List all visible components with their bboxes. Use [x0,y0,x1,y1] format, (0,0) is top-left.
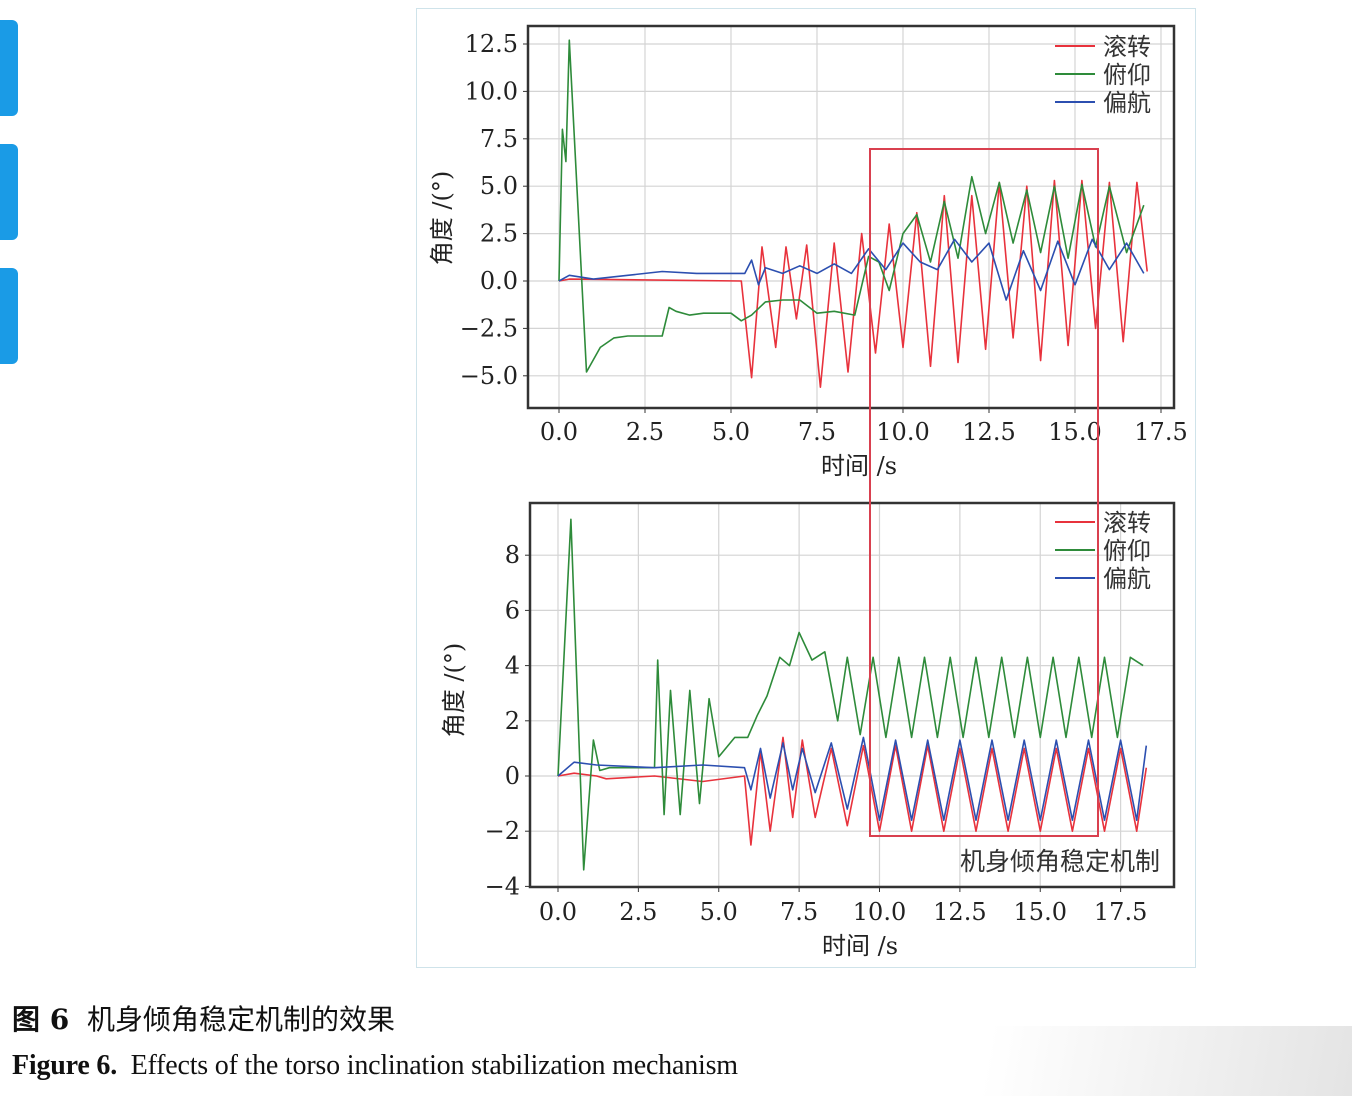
legend-entry: 滚转 [1103,33,1151,61]
y-tick-label: −2 [485,817,520,845]
caption-english: Figure 6. Effects of the torso inclinati… [12,1050,738,1082]
stabilization-highlight-box [869,148,1099,837]
x-tick-label: 10.0 [853,898,906,926]
y-tick-label: 10.0 [465,77,518,105]
x-tick-label: 0.0 [539,898,577,926]
caption-cn-label: 图 6 [12,1003,70,1036]
y-tick-label: 12.5 [465,30,518,58]
y-tick-label: 6 [505,596,520,624]
legend-entry: 俯仰 [1103,61,1151,89]
x-tick-label: 15.0 [1014,898,1067,926]
y-tick-label: 4 [505,652,520,680]
x-axis-label: 时间 /s [821,452,897,480]
caption-cn-text: 机身倾角稳定机制的效果 [87,1003,396,1036]
annotation-label: 机身倾角稳定机制 [960,847,1160,876]
y-tick-label: −4 [485,872,520,900]
y-axis-ticks: 8 6 4 2 0 −2 −4 [485,541,530,900]
legend-entry: 滚转 [1103,509,1151,537]
x-tick-label: 7.5 [798,418,836,446]
legend-entry: 偏航 [1103,565,1151,593]
series-俯仰 [557,518,1144,871]
x-tick-label: 2.5 [619,898,657,926]
caption-chinese: 图 6 机身倾角稳定机制的效果 [12,998,395,1038]
figure-charts: 0.0 2.5 5.0 7.5 10.0 12.5 15.0 17.5 12.5 10.0 7.5… [428,24,1188,960]
plot-frame [528,501,1176,889]
x-axis-ticks: 0.0 2.5 5.0 7.5 10.0 12.5 15.0 17.5 [539,887,1147,926]
y-tick-label: 2 [505,707,520,735]
series-滚转 [557,736,1148,846]
plot-frame [526,24,1176,410]
chart-top: 0.0 2.5 5.0 7.5 10.0 12.5 15.0 17.5 12.5 10.0 7.5… [428,24,1188,480]
y-axis-label: 角度 /(°) [428,171,456,265]
series-俯仰 [558,39,1145,373]
y-tick-label: 0 [505,762,520,790]
caption-en-label: Figure 6. [12,1050,118,1081]
x-axis-label: 时间 /s [822,932,898,960]
x-tick-label: 12.5 [962,418,1015,446]
y-tick-label: 2.5 [480,220,518,248]
y-tick-label: 7.5 [480,125,518,153]
y-tick-label: 0.0 [480,267,518,295]
x-tick-label: 17.5 [1134,418,1187,446]
series-偏航 [558,238,1145,301]
x-tick-label: 0.0 [540,418,578,446]
y-axis-label: 角度 /(°) [440,643,468,737]
chart-bottom: 0.0 2.5 5.0 7.5 10.0 12.5 15.0 17.5 8 6 4 2 0 −2 −4 时… [440,501,1176,960]
series-偏航 [557,736,1148,822]
x-tick-label: 5.0 [712,418,750,446]
x-tick-label: 17.5 [1094,898,1147,926]
side-tab-3[interactable] [0,268,18,364]
grid-lines [530,503,1174,888]
y-tick-label: −2.5 [460,314,518,342]
caption-en-text: Effects of the torso inclination stabili… [130,1050,738,1081]
series-lines [558,39,1148,389]
x-tick-label: 5.0 [700,898,738,926]
series-滚转 [558,179,1148,389]
y-tick-label: 8 [505,541,520,569]
page-fade [832,1026,1352,1096]
y-tick-label: 5.0 [480,172,518,200]
x-tick-label: 2.5 [626,418,664,446]
figure-container [416,8,1196,968]
x-tick-label: 12.5 [933,898,986,926]
legend-entry: 偏航 [1103,89,1151,117]
grid-lines [528,26,1174,408]
x-tick-label: 10.0 [876,418,929,446]
x-tick-label: 15.0 [1048,418,1101,446]
x-axis-ticks: 0.0 2.5 5.0 7.5 10.0 12.5 15.0 17.5 [540,408,1188,446]
legend-entry: 俯仰 [1103,537,1151,565]
side-tab-2[interactable] [0,144,18,240]
x-tick-label: 7.5 [780,898,818,926]
y-tick-label: −5.0 [460,362,518,390]
side-tab-1[interactable] [0,20,18,116]
y-axis-ticks: 12.5 10.0 7.5 5.0 2.5 0.0 −2.5 −5.0 [460,30,528,390]
series-lines [557,518,1148,871]
